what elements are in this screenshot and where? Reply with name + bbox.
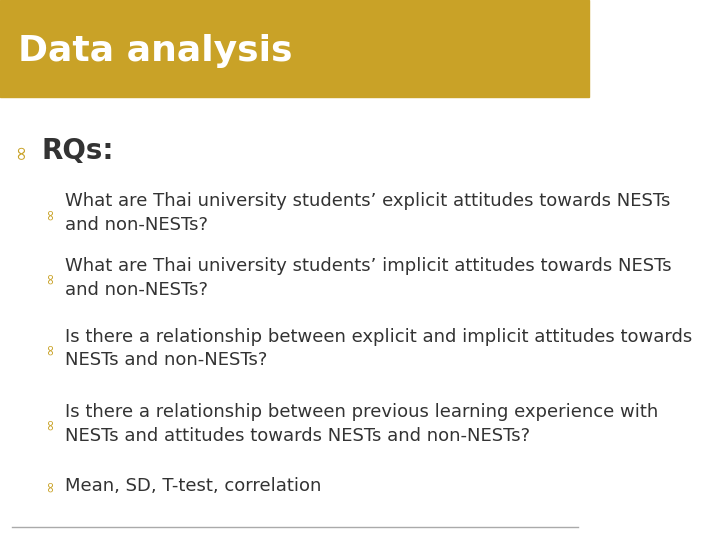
Text: What are Thai university students’ explicit attitudes towards NESTs
and non-NEST: What are Thai university students’ expli… xyxy=(65,192,670,234)
Text: ∞: ∞ xyxy=(42,417,58,430)
Text: ∞: ∞ xyxy=(42,342,58,355)
Text: ∞: ∞ xyxy=(11,143,30,159)
Text: Data analysis: Data analysis xyxy=(18,35,292,68)
Text: ∞: ∞ xyxy=(42,480,58,492)
FancyBboxPatch shape xyxy=(0,0,590,97)
Text: RQs:: RQs: xyxy=(41,137,114,165)
Text: ∞: ∞ xyxy=(42,207,58,220)
Text: Mean, SD, T-test, correlation: Mean, SD, T-test, correlation xyxy=(65,477,321,495)
Text: ∞: ∞ xyxy=(42,272,58,285)
Text: Is there a relationship between explicit and implicit attitudes towards
NESTs an: Is there a relationship between explicit… xyxy=(65,327,692,369)
Text: Is there a relationship between previous learning experience with
NESTs and atti: Is there a relationship between previous… xyxy=(65,403,658,445)
Text: What are Thai university students’ implicit attitudes towards NESTs
and non-NEST: What are Thai university students’ impli… xyxy=(65,257,672,299)
